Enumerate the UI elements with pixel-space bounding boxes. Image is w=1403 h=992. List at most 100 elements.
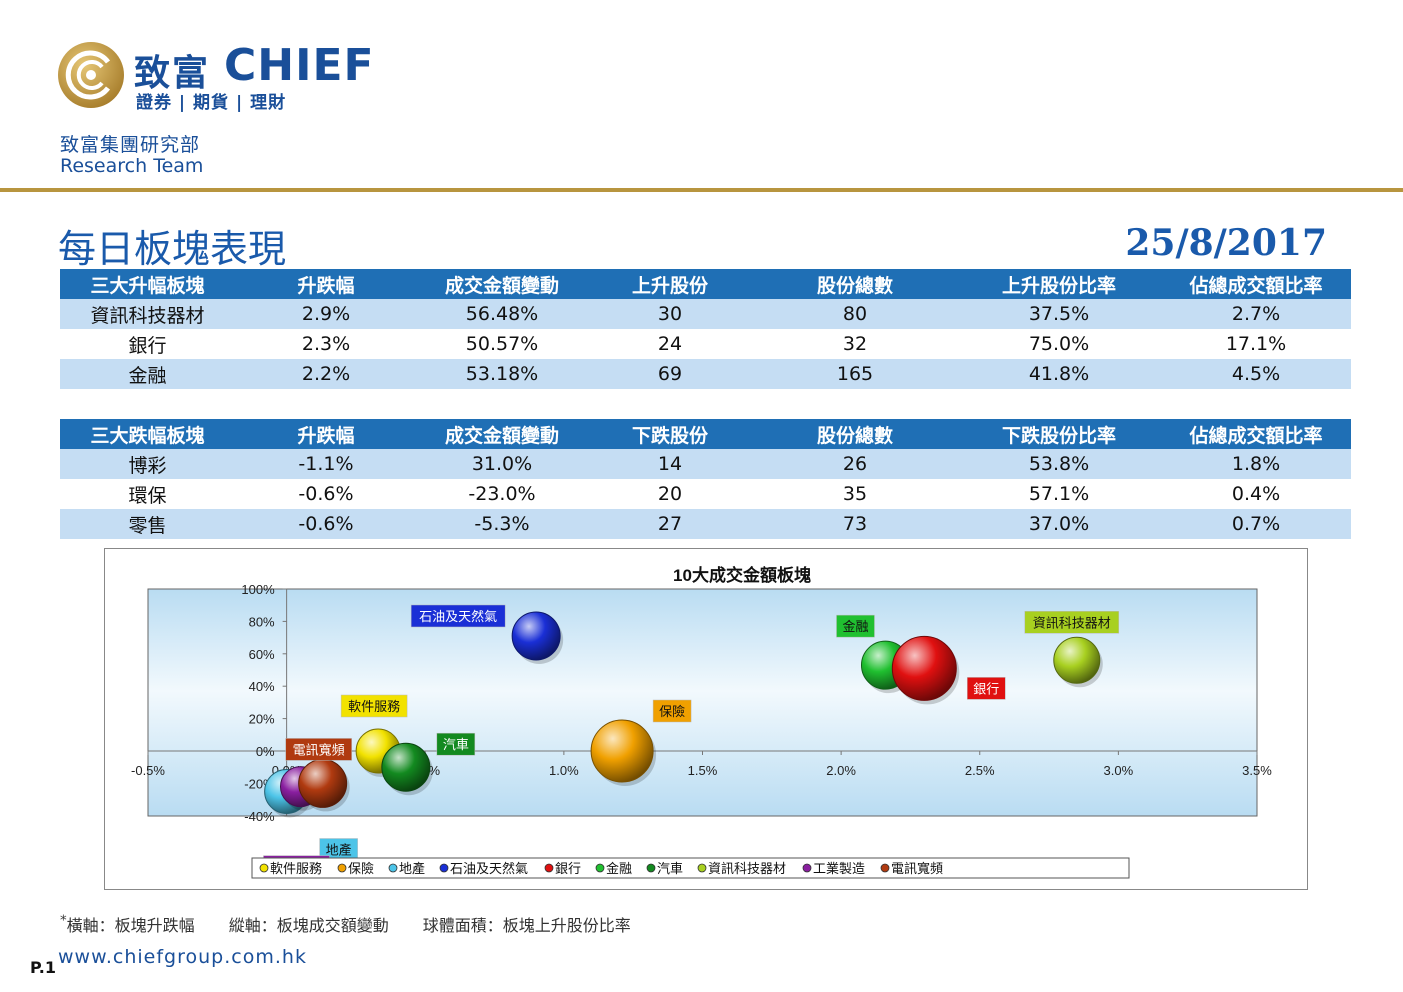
table-cell: 金融 — [60, 359, 235, 389]
table-cell: 27 — [587, 509, 753, 539]
legend-item[interactable]: 金融 — [595, 861, 632, 877]
legend-label: 資訊科技器材 — [708, 862, 786, 877]
y-tick-label: 40% — [249, 679, 275, 694]
bubble-label: 石油及天然氣 — [410, 604, 506, 628]
brand-subtitle: 證券 | 期貨 | 理財 — [136, 93, 287, 113]
bubble-3[interactable] — [511, 611, 561, 661]
legend-item[interactable]: 保險 — [337, 862, 374, 877]
table-cell: 2.3% — [235, 329, 417, 359]
bubble-label-box — [410, 604, 506, 628]
table-row: 零售 -0.6% -5.3% 27 73 37.0% 0.7% — [60, 509, 1351, 539]
table-cell: -1.1% — [235, 449, 417, 479]
bubble-label-text: 軟件服務 — [348, 699, 400, 715]
y-tick-label: 80% — [249, 614, 275, 629]
bubble-label: 銀行 — [967, 677, 1006, 700]
legend-marker — [646, 863, 656, 873]
bubble-label: 電訊寬頻 — [285, 738, 352, 761]
x-tick-label: -0.5% — [131, 763, 165, 778]
bubble-6[interactable] — [381, 742, 431, 792]
legend-item[interactable]: 軟件服務 — [259, 861, 322, 877]
table-cell: 2.2% — [235, 359, 417, 389]
legend-marker — [337, 863, 347, 873]
legend-marker — [259, 863, 269, 873]
table-cell: 14 — [587, 449, 753, 479]
table-cell: 環保 — [60, 479, 235, 509]
bubble-label-text: 電訊寬頻 — [293, 742, 345, 758]
column-header: 下跌股份 — [587, 419, 753, 449]
chart-legend — [251, 857, 1130, 879]
legend-item[interactable]: 銀行 — [544, 862, 581, 877]
table-row: 資訊科技器材 2.9% 56.48% 30 80 37.5% 2.7% — [60, 299, 1351, 329]
table-cell: 32 — [753, 329, 957, 359]
table-cell: 31.0% — [417, 449, 587, 479]
table-cell: 35 — [753, 479, 957, 509]
table-cell: 37.5% — [957, 299, 1161, 329]
footnote-x-axis: 橫軸：板塊升跌幅 — [66, 916, 195, 935]
top-losers-table: 三大跌幅板塊 升跌幅 成交金額變動 下跌股份 股份總數 下跌股份比率 佔總成交額… — [60, 419, 1351, 539]
bubble-1[interactable] — [590, 719, 654, 783]
bubble-label-box — [285, 738, 352, 761]
table-cell: -23.0% — [417, 479, 587, 509]
chief-logo-icon — [58, 42, 124, 108]
bubble-label-text: 銀行 — [973, 682, 999, 697]
page-number: P.1 — [30, 958, 56, 977]
chart-canvas: 10大成交金額板塊 -40%-20%0%20%40%60%80%100%-0.5… — [131, 565, 1272, 879]
table-row: 環保 -0.6% -23.0% 20 35 57.1% 0.4% — [60, 479, 1351, 509]
column-header: 成交金額變動 — [417, 269, 587, 299]
bubble-4[interactable] — [891, 635, 957, 701]
y-tick-label: 60% — [249, 647, 275, 662]
bubble-label-box — [967, 677, 1006, 700]
column-header: 三大跌幅板塊 — [60, 419, 235, 449]
legend-item[interactable]: 資訊科技器材 — [697, 862, 786, 877]
table-header-row: 三大跌幅板塊 升跌幅 成交金額變動 下跌股份 股份總數 下跌股份比率 佔總成交額… — [60, 419, 1351, 449]
table-header-row: 三大升幅板塊 升跌幅 成交金額變動 上升股份 股份總數 上升股份比率 佔總成交額… — [60, 269, 1351, 299]
table-cell: 1.8% — [1161, 449, 1351, 479]
department-chinese: 致富集團研究部 — [60, 134, 201, 156]
top-gainers-table: 三大升幅板塊 升跌幅 成交金額變動 上升股份 股份總數 上升股份比率 佔總成交額… — [60, 269, 1351, 389]
department-english: Research Team — [60, 155, 204, 177]
legend-label: 軟件服務 — [270, 861, 322, 877]
legend-item[interactable]: 地產 — [388, 861, 425, 877]
column-header: 上升股份比率 — [957, 269, 1161, 299]
column-header: 佔總成交額比率 — [1161, 269, 1351, 299]
brand-name-chinese: 致富 — [134, 53, 211, 94]
table-cell: 80 — [753, 299, 957, 329]
table-cell: 26 — [753, 449, 957, 479]
bubble-label-text: 石油及天然氣 — [419, 609, 497, 625]
legend-item[interactable]: 石油及天然氣 — [439, 861, 528, 877]
bubble-label-text: 資訊科技器材 — [1033, 616, 1111, 631]
brand-name-english: CHIEF — [224, 40, 375, 91]
legend-item[interactable]: 汽車 — [646, 862, 683, 877]
bubble-7[interactable] — [1053, 636, 1101, 684]
bubble-label: 金融 — [836, 614, 875, 638]
bubble-label: 軟件服務 — [340, 694, 408, 718]
legend-marker — [880, 863, 890, 873]
legend-item[interactable]: 工業製造 — [802, 861, 865, 877]
table-cell: 2.9% — [235, 299, 417, 329]
x-tick-label: 2.5% — [965, 763, 995, 778]
table-cell: 57.1% — [957, 479, 1161, 509]
table-row: 銀行 2.3% 50.57% 24 32 75.0% 17.1% — [60, 329, 1351, 359]
column-header: 股份總數 — [753, 269, 957, 299]
bubble-9[interactable] — [298, 758, 348, 808]
column-header: 升跌幅 — [235, 269, 417, 299]
table-cell: 銀行 — [60, 329, 235, 359]
chart-footnote: *橫軸：板塊升跌幅 縱軸：板塊成交額變動 球體面積：板塊上升股份比率 — [60, 912, 665, 936]
legend-item[interactable]: 電訊寬頻 — [880, 861, 943, 877]
table-cell: 69 — [587, 359, 753, 389]
x-tick-label: 2.0% — [826, 763, 856, 778]
column-header: 成交金額變動 — [417, 419, 587, 449]
table-cell: 0.7% — [1161, 509, 1351, 539]
table-cell: 20 — [587, 479, 753, 509]
bubble-label-text: 地產 — [326, 843, 352, 859]
legend-label: 電訊寬頻 — [891, 861, 943, 877]
table-cell: 30 — [587, 299, 753, 329]
bubble-label-box — [436, 732, 476, 756]
bubble-label-text: 金融 — [842, 619, 868, 635]
table-cell: 165 — [753, 359, 957, 389]
legend-marker — [595, 863, 605, 873]
column-header: 三大升幅板塊 — [60, 269, 235, 299]
website-link[interactable]: www.chiefgroup.com.hk — [58, 946, 307, 968]
page-title: 每日板塊表現 — [58, 227, 287, 271]
table-cell: 75.0% — [957, 329, 1161, 359]
